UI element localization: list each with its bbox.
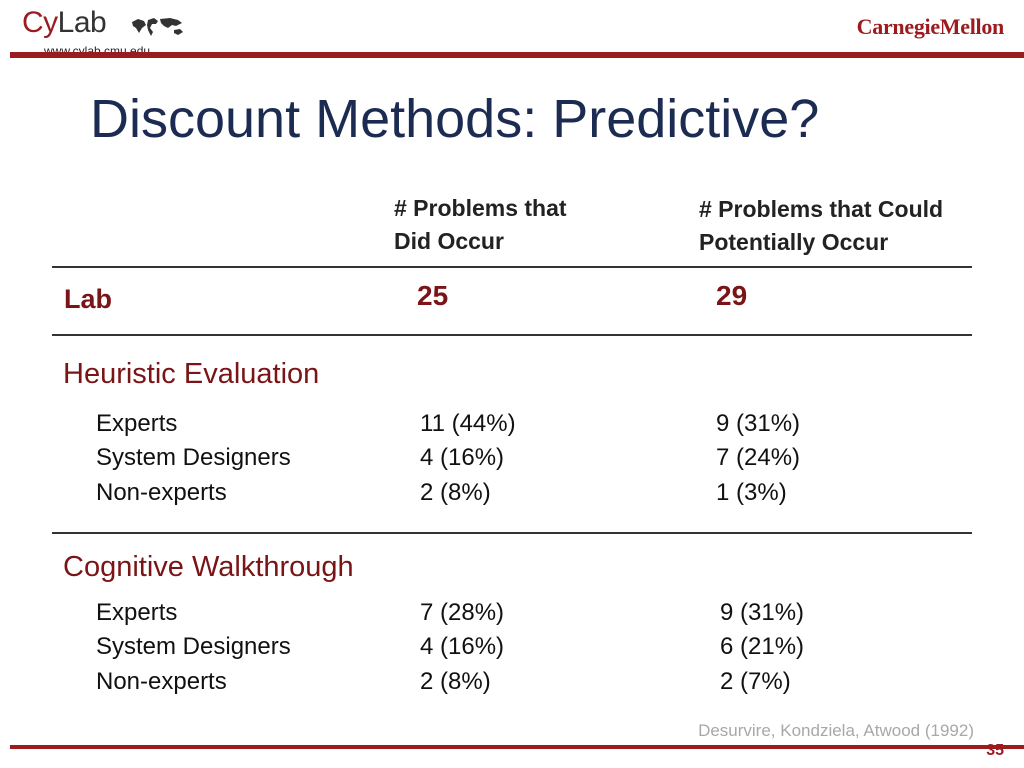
table-rule <box>52 334 972 336</box>
could-occur-value: 6 (21%) <box>720 633 805 660</box>
logo-cy: Cy <box>22 6 58 39</box>
could-occur-value: 7 (24%) <box>716 444 801 471</box>
row-label: System Designers <box>96 633 291 660</box>
did-occur-value: 2 (8%) <box>420 668 491 695</box>
cylab-logo-text: CyLab <box>22 6 107 40</box>
page-number: 35 <box>986 742 1004 759</box>
column-header-line: # Problems that Could <box>699 196 944 222</box>
could-occur-value: 9 (31%) <box>716 410 801 437</box>
lab-could-occur-value: 29 <box>716 280 748 311</box>
row-label: System Designers <box>96 444 291 471</box>
column-header-did-occur: # Problems that Did Occur <box>394 192 567 258</box>
row-label: Non-experts <box>96 668 227 695</box>
lab-did-occur-value: 25 <box>417 280 449 311</box>
logo-lab: Lab <box>57 6 107 39</box>
cylab-logo: CyLab www.cylab.cmu.edu <box>22 6 183 58</box>
world-map-icon <box>132 18 183 36</box>
column-header-line: # Problems that <box>394 195 567 221</box>
section-heading-cognitive-walkthrough: Cognitive Walkthrough <box>63 551 354 583</box>
row-label: Experts <box>96 410 178 437</box>
slide-title: Discount Methods: Predictive? <box>90 89 820 149</box>
section-heading-heuristic-evaluation: Heuristic Evaluation <box>63 358 320 390</box>
did-occur-value: 4 (16%) <box>420 444 505 471</box>
row-label: Experts <box>96 599 178 626</box>
table-rule <box>52 266 972 268</box>
header-rule <box>10 52 1024 58</box>
row-label: Non-experts <box>96 479 227 506</box>
citation: Desurvire, Kondziela, Atwood (1992) <box>698 721 974 740</box>
did-occur-value: 2 (8%) <box>420 479 491 506</box>
footer-rule <box>10 745 1024 749</box>
column-header-could-occur: # Problems that Could Potentially Occur <box>699 193 943 259</box>
column-header-line: Did Occur <box>394 228 504 254</box>
could-occur-value: 2 (7%) <box>720 668 791 695</box>
table-rule <box>52 532 972 534</box>
did-occur-value: 11 (44%) <box>420 410 516 437</box>
carnegie-mellon-logo: CarnegieMellon <box>856 14 1005 39</box>
could-occur-value: 1 (3%) <box>716 479 787 506</box>
could-occur-value: 9 (31%) <box>720 599 805 626</box>
column-header-line: Potentially Occur <box>699 229 889 255</box>
did-occur-value: 7 (28%) <box>420 599 505 626</box>
lab-row-label: Lab <box>64 284 113 314</box>
did-occur-value: 4 (16%) <box>420 633 505 660</box>
